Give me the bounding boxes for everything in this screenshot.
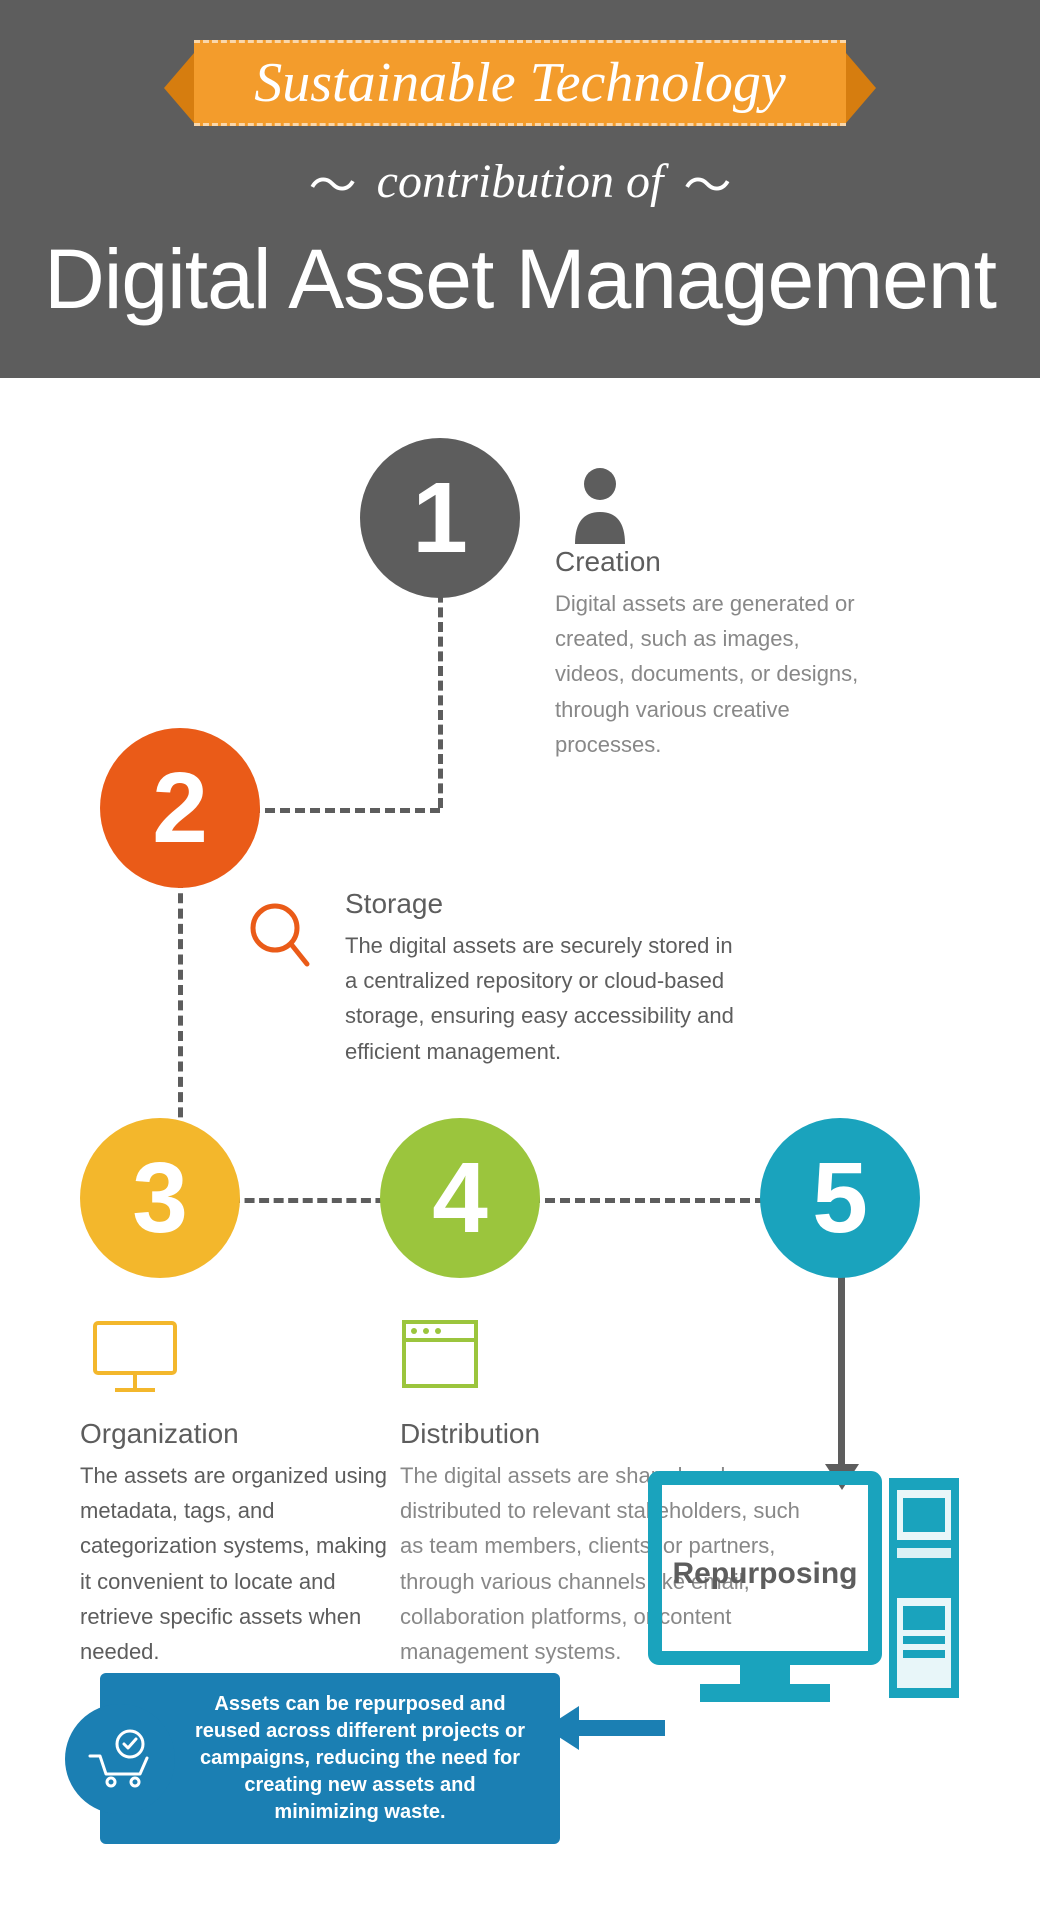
flourish-left-icon: 〜 [309,146,357,216]
window-icon [400,1318,480,1398]
main-title: Digital Asset Management [30,231,1010,328]
subtitle-row: 〜 contribution of 〜 [30,146,1010,216]
arrow-down-line [838,1268,845,1468]
step-node-1: 1 [360,438,520,598]
computer-icon: Repurposing [645,1468,965,1733]
step-desc: The assets are organized using metadata,… [80,1458,390,1669]
step-title: Organization [80,1418,390,1450]
step-title: Distribution [400,1418,820,1450]
step-node-5: 5 [760,1118,920,1278]
cart-check-icon [65,1704,175,1814]
ribbon-text: Sustainable Technology [254,52,785,114]
step-title: Storage [345,888,745,920]
step-node-2: 2 [100,728,260,888]
step-organization: Organization The assets are organized us… [80,1418,390,1669]
step-storage: Storage The digital assets are securely … [345,888,745,1069]
header-panel: Sustainable Technology 〜 contribution of… [0,0,1040,378]
arrow-left-icon [545,1698,665,1763]
repurposing-callout: Assets can be repurposed and reused acro… [100,1673,560,1844]
person-icon [565,464,635,549]
step-desc: Digital assets are generated or created,… [555,586,875,762]
flourish-right-icon: 〜 [683,146,731,216]
subtitle-text: contribution of [377,154,664,209]
step-title: Creation [555,546,875,578]
flowchart-canvas: Creation Digital assets are generated or… [0,378,1040,1878]
connector [230,1198,400,1203]
magnifier-icon [245,898,315,983]
connector [438,578,443,808]
step-creation: Creation Digital assets are generated or… [555,546,875,762]
repurposing-text: Assets can be repurposed and reused acro… [195,1693,525,1823]
connector [530,1198,780,1203]
step-node-3: 3 [80,1118,240,1278]
monitor-icon [90,1318,180,1403]
step-desc: The digital assets are securely stored i… [345,928,745,1069]
step-node-4: 4 [380,1118,540,1278]
connector [178,878,183,1148]
repurposing-label-text: Repurposing [673,1557,858,1590]
ribbon-banner: Sustainable Technology [194,40,845,126]
connector [250,808,440,813]
